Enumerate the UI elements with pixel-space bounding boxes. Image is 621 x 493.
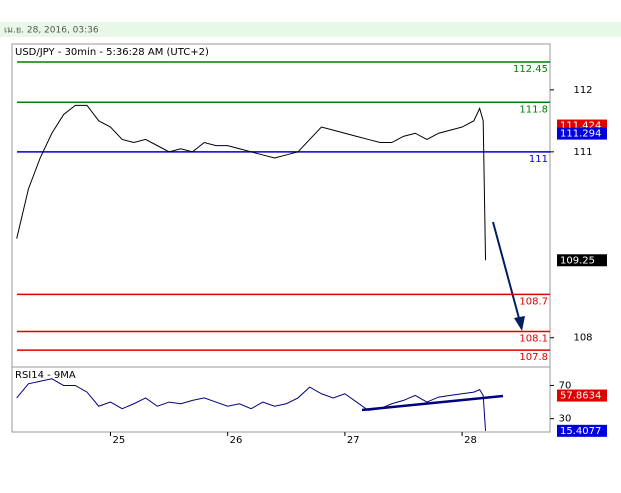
x-tick-label: 28	[464, 435, 477, 446]
chart-title: USD/JPY - 30min - 5:36:28 AM (UTC+2)	[15, 47, 209, 58]
y-tick-label: 108	[573, 333, 592, 344]
level-label: 111.8	[519, 104, 548, 115]
price-box-label: 15.4077	[560, 426, 601, 437]
x-tick-label: 25	[112, 435, 125, 446]
price-box-label: 111.294	[560, 129, 601, 140]
y-tick-label: 70	[559, 380, 572, 391]
arrow-head	[514, 316, 525, 331]
level-label: 111	[529, 154, 548, 165]
plot-frame	[11, 43, 551, 433]
level-label: 112.45	[513, 64, 548, 75]
level-label: 108.1	[519, 334, 548, 345]
price-line	[16, 378, 487, 431]
rsi-trendline	[361, 394, 504, 412]
price-box	[557, 254, 607, 267]
y-tick-label: 30	[559, 414, 572, 425]
price-box	[557, 389, 607, 402]
price-box-label: 109.25	[560, 255, 595, 266]
header-date: เม.ย. 28, 2016, 03:36	[4, 26, 99, 36]
y-tick-label: 111	[573, 147, 592, 158]
level-label: 108.7	[519, 296, 548, 307]
x-tick-label: 26	[230, 435, 243, 446]
header-bar	[0, 22, 621, 37]
x-tick-label: 27	[347, 435, 360, 446]
price-box-label: 111.424	[560, 121, 601, 132]
price-box-label: 57.8634	[560, 391, 601, 402]
arrow-shaft	[492, 221, 521, 323]
price-box	[557, 424, 607, 437]
rsi-title: RSI14 - 9MA	[15, 370, 76, 381]
price-line	[16, 104, 487, 261]
y-tick-label: 112	[573, 85, 592, 96]
price-box	[557, 127, 607, 140]
level-label: 107.8	[519, 352, 548, 363]
